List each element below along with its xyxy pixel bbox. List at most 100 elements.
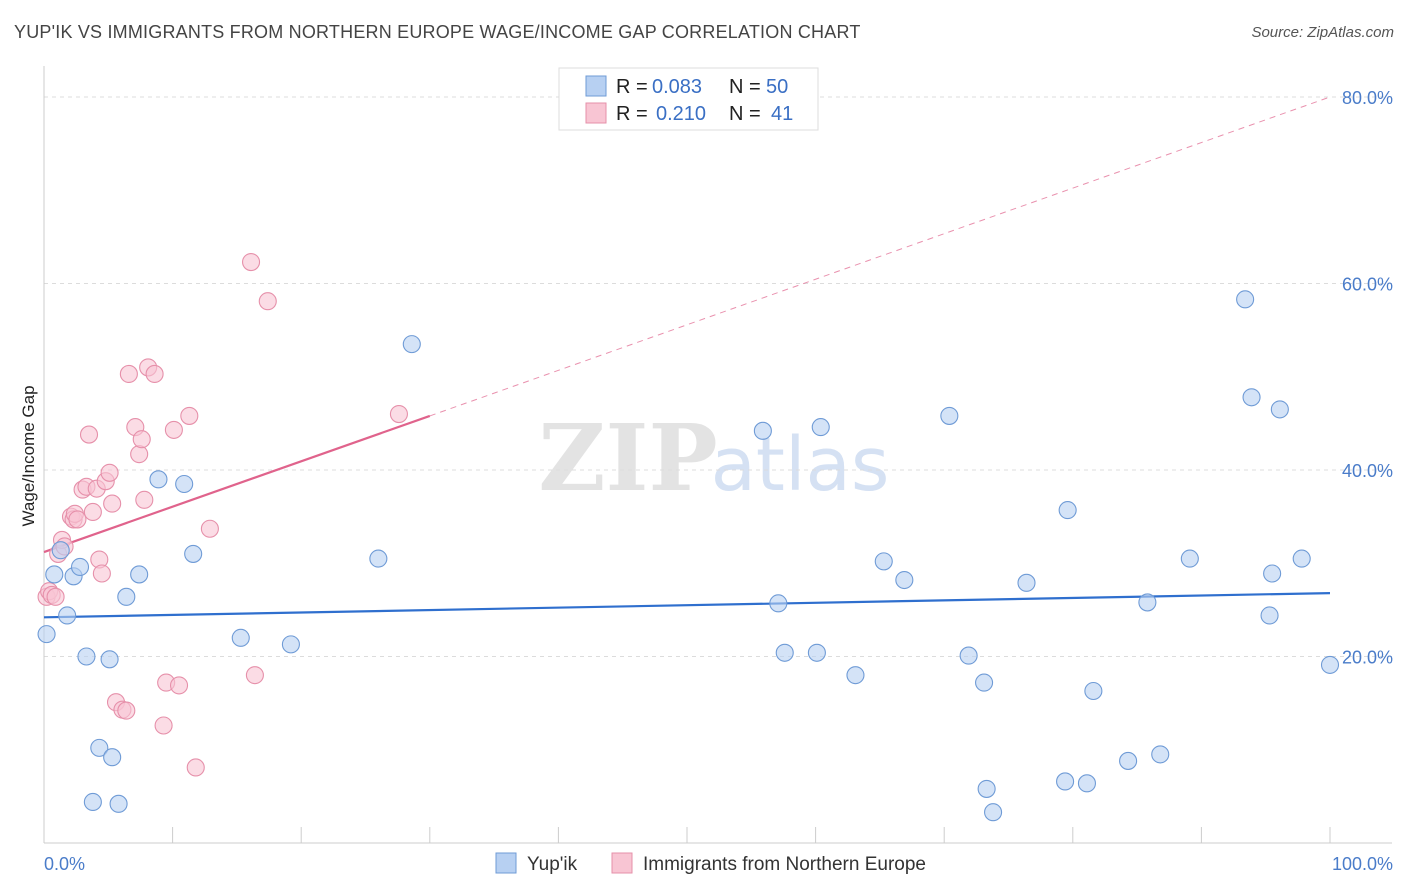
trend-line-northern-europe — [43, 414, 431, 554]
x-tick-label-100: 100.0% — [1332, 854, 1393, 874]
point-yupik-31 — [975, 673, 994, 692]
point-yupik-1 — [45, 565, 64, 584]
legend-r-value-1: 0.083 — [652, 76, 702, 98]
point-yupik-30 — [959, 646, 978, 665]
point-yupik-5 — [70, 557, 90, 577]
watermark-atlas: atlas — [711, 422, 890, 508]
point-northern-europe-41 — [389, 404, 408, 424]
point-yupik-21 — [753, 421, 772, 440]
bottom-legend-northern-europe: Immigrants from Northern Europe — [643, 854, 926, 875]
trend-line-northern-europe-extension — [429, 96, 1331, 417]
point-yupik-16 — [184, 544, 203, 563]
point-northern-europe-39 — [245, 666, 264, 685]
point-yupik-47 — [1270, 400, 1289, 419]
gridlines — [44, 96, 1392, 657]
point-yupik-8 — [100, 650, 119, 669]
point-yupik-41 — [1151, 745, 1170, 764]
point-northern-europe-23 — [117, 701, 136, 720]
point-yupik-48 — [1292, 549, 1311, 568]
point-northern-europe-17 — [92, 564, 111, 583]
point-yupik-42 — [1180, 549, 1199, 568]
data-points — [37, 253, 1340, 822]
bottom-legend-swatch-northern-europe — [611, 852, 633, 874]
point-yupik-6 — [77, 647, 96, 666]
point-yupik-3 — [51, 541, 70, 560]
point-northern-europe-14 — [83, 502, 102, 522]
point-yupik-39 — [1119, 751, 1138, 770]
trend-line-yupik — [43, 591, 1331, 619]
x-tick-label-0: 0.0% — [44, 854, 85, 874]
y-tick-label-20: 20.0% — [1342, 648, 1393, 668]
point-yupik-35 — [1056, 772, 1075, 791]
point-yupik-25 — [807, 643, 826, 662]
point-yupik-43 — [1236, 290, 1255, 309]
point-northern-europe-26 — [130, 445, 149, 464]
legend-r-value-2: 0.210 — [656, 103, 706, 125]
point-yupik-29 — [940, 406, 959, 425]
point-northern-europe-3 — [46, 587, 65, 606]
point-yupik-22 — [769, 594, 788, 613]
point-northern-europe-27 — [132, 430, 151, 449]
point-yupik-10 — [83, 792, 102, 812]
point-yupik-45 — [1260, 606, 1279, 625]
legend-n-label-1: N = — [729, 76, 761, 98]
point-northern-europe-34 — [169, 676, 189, 695]
legend-n-label-2: N = — [729, 103, 761, 125]
point-northern-europe-30 — [145, 364, 164, 384]
point-yupik-27 — [874, 552, 893, 571]
point-yupik-18 — [281, 635, 300, 654]
legend-n-value-2: 41 — [771, 103, 793, 125]
point-yupik-23 — [775, 643, 794, 662]
point-northern-europe-13 — [79, 425, 99, 444]
point-yupik-19 — [369, 549, 388, 568]
point-northern-europe-24 — [119, 364, 138, 384]
point-yupik-40 — [1138, 593, 1157, 612]
point-yupik-13 — [130, 565, 149, 584]
point-northern-europe-37 — [200, 519, 219, 538]
correlation-legend: R = 0.083 N = 50 R = 0.210 N = 41 — [558, 67, 819, 131]
point-yupik-34 — [1017, 573, 1036, 592]
bottom-legend-yupik: Yup'ik — [527, 854, 578, 875]
point-yupik-36 — [1058, 501, 1077, 520]
chart-title: YUP'IK VS IMMIGRANTS FROM NORTHERN EUROP… — [14, 22, 861, 42]
legend-n-value-1: 50 — [766, 76, 788, 98]
y-tick-label-40: 40.0% — [1342, 461, 1393, 481]
point-yupik-38 — [1084, 681, 1103, 701]
point-northern-europe-10 — [68, 510, 87, 529]
legend-swatch-northern-europe — [585, 102, 607, 124]
point-yupik-11 — [109, 794, 128, 813]
point-northern-europe-33 — [164, 420, 183, 439]
legend-r-label-2: R = — [616, 103, 648, 125]
point-yupik-26 — [846, 666, 865, 685]
point-yupik-44 — [1242, 388, 1261, 407]
point-yupik-24 — [811, 418, 830, 437]
watermark-zip: ZIP — [538, 404, 717, 512]
y-axis-label: Wage/Income Gap — [19, 385, 38, 526]
bottom-legend-swatch-yupik — [495, 852, 517, 874]
source-label: Source: ZipAtlas.com — [1251, 24, 1394, 41]
point-yupik-14 — [149, 470, 168, 489]
point-yupik-15 — [175, 474, 194, 494]
tick-labels: 20.0% 40.0% 60.0% 80.0% 0.0% 100.0% — [44, 88, 1393, 874]
y-tick-label-60: 60.0% — [1342, 275, 1393, 295]
point-yupik-33 — [984, 803, 1003, 822]
point-yupik-0 — [37, 625, 56, 644]
point-northern-europe-35 — [180, 406, 199, 425]
point-northern-europe-20 — [103, 494, 122, 513]
trend-lines — [43, 96, 1331, 619]
series-legend: Yup'ik Immigrants from Northern Europe — [495, 852, 926, 875]
legend-swatch-yupik — [585, 75, 607, 97]
point-yupik-28 — [895, 570, 914, 590]
point-northern-europe-19 — [100, 463, 119, 482]
axes — [43, 66, 1392, 844]
point-yupik-20 — [402, 335, 421, 354]
y-tick-label-80: 80.0% — [1342, 88, 1393, 108]
point-yupik-9 — [103, 748, 122, 767]
point-northern-europe-31 — [154, 716, 173, 735]
point-yupik-17 — [231, 628, 250, 647]
point-yupik-37 — [1077, 774, 1096, 793]
point-northern-europe-40 — [258, 292, 277, 311]
point-yupik-2 — [58, 606, 77, 625]
point-yupik-46 — [1263, 564, 1282, 583]
point-yupik-32 — [977, 779, 996, 798]
